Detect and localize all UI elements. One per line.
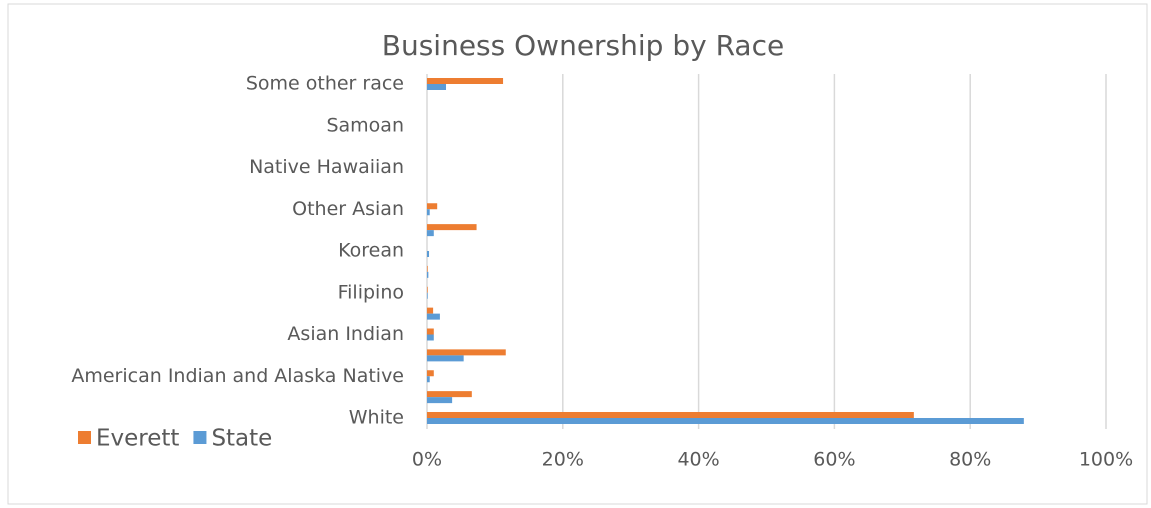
bar: [427, 313, 440, 320]
x-tick-label: 100%: [1079, 449, 1133, 471]
bar: [427, 418, 1024, 424]
bar: [427, 292, 428, 299]
chart-title: Business Ownership by Race: [382, 29, 784, 62]
bar: [427, 78, 504, 84]
bar: [427, 376, 430, 383]
bar: [427, 209, 430, 216]
x-tick-label: 0%: [412, 449, 442, 471]
bar: [427, 224, 477, 231]
y-tick-label: Filipino: [338, 281, 404, 303]
bar: [427, 370, 434, 377]
y-tick-label: Some other race: [246, 73, 404, 95]
bar: [427, 251, 430, 257]
bar: [427, 203, 438, 210]
y-tick-label: Korean: [338, 240, 404, 262]
bar: [427, 286, 428, 293]
legend-label: State: [211, 426, 272, 452]
bar: [427, 307, 434, 314]
x-tick-label: 80%: [949, 449, 991, 471]
y-tick-label: Other Asian: [292, 198, 404, 220]
y-tick-label: Samoan: [326, 114, 404, 136]
x-tick-label: 40%: [677, 449, 719, 471]
bar: [427, 349, 506, 356]
chart-frame: [7, 3, 1148, 505]
bar: [427, 230, 434, 237]
bar: [427, 334, 434, 341]
legend-swatch: [78, 431, 91, 444]
bar: [427, 412, 914, 418]
bar: [427, 391, 472, 398]
bar: [427, 265, 428, 272]
x-tick-label: 20%: [542, 449, 584, 471]
legend-swatch: [193, 431, 207, 444]
legend-label: Everett: [96, 426, 179, 452]
y-tick-label: American Indian and Alaska Native: [71, 365, 404, 387]
bar: [427, 397, 453, 404]
x-tick-label: 60%: [813, 449, 855, 471]
bar: [427, 355, 464, 362]
y-tick-label: Native Hawaiian: [249, 156, 404, 178]
y-tick-label: Asian Indian: [287, 323, 404, 345]
y-tick-label: White: [349, 407, 404, 429]
bar: [427, 271, 429, 278]
bar: [427, 84, 447, 90]
bar: [427, 328, 434, 335]
